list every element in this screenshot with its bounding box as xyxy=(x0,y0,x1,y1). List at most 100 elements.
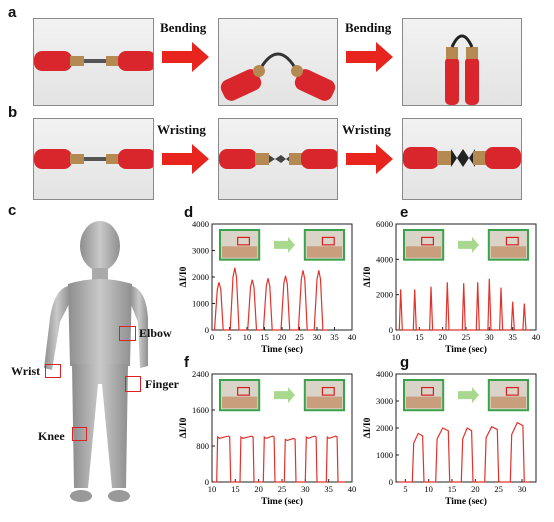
inset-photo-after xyxy=(303,379,346,412)
x-tick-label: 30 xyxy=(518,484,527,494)
x-tick-label: 10 xyxy=(392,332,401,342)
x-tick-label: 20 xyxy=(438,332,447,342)
elbow-label: Elbow xyxy=(139,326,172,340)
y-tick-label: 1000 xyxy=(376,450,393,460)
series-line xyxy=(398,421,529,483)
panel-a-photo-straight xyxy=(33,18,154,106)
x-tick-label: 10 xyxy=(424,484,433,494)
x-tick-label: 20 xyxy=(278,332,287,342)
x-tick-label: 25 xyxy=(462,332,471,342)
x-tick-label: 20 xyxy=(254,484,263,494)
x-tick-label: 15 xyxy=(415,332,424,342)
y-tick-label: 6000 xyxy=(376,219,393,229)
panel-a-label: a xyxy=(8,4,17,21)
y-tick-label: 3000 xyxy=(192,246,209,256)
y-tick-label: 0 xyxy=(205,325,209,335)
chart-f: 0 800 1600 2400 10 15 20 25 30 35 40 Time (sec) ΔI/I… xyxy=(179,369,357,507)
right-arrow-icon xyxy=(162,144,209,174)
y-tick-label: 1600 xyxy=(192,405,209,415)
clip-pair-twisted xyxy=(219,149,337,169)
y-tick-label: 4000 xyxy=(376,369,393,379)
inset-photo-after xyxy=(487,229,530,261)
y-tick-label: 2000 xyxy=(192,272,209,282)
x-tick-label: 20 xyxy=(471,484,480,494)
x-tick-label: 10 xyxy=(208,484,217,494)
y-tick-label: 1000 xyxy=(192,299,209,309)
step-label: Bending xyxy=(345,20,392,35)
panel-b-photo-twisted-more xyxy=(402,118,522,200)
wrist-marker xyxy=(45,364,61,378)
panel-c-label: c xyxy=(8,202,17,219)
inset-arrow-icon xyxy=(458,387,479,404)
x-tick-label: 40 xyxy=(348,484,357,494)
x-tick-label: 30 xyxy=(301,484,310,494)
right-arrow-icon xyxy=(346,144,393,174)
elbow-marker xyxy=(119,326,136,341)
panel-e-label: e xyxy=(400,204,409,221)
x-tick-label: 25 xyxy=(278,484,287,494)
clip-pair-straight xyxy=(34,51,153,71)
right-arrow-icon xyxy=(162,42,209,72)
x-tick-label: 15 xyxy=(448,484,457,494)
y-tick-label: 0 xyxy=(389,325,393,335)
inset-arrow-icon xyxy=(274,236,295,253)
series-line xyxy=(213,267,328,331)
panel-d-label: d xyxy=(184,204,194,221)
series-line xyxy=(214,435,345,483)
step-label: Wristing xyxy=(157,122,206,137)
y-axis-label: ΔI/I0 xyxy=(179,417,189,438)
x-tick-label: 40 xyxy=(348,332,357,342)
inset-arrow-icon xyxy=(274,387,295,404)
step-label: Bending xyxy=(160,20,207,35)
inset-arrow-icon xyxy=(458,236,479,253)
x-tick-label: 15 xyxy=(260,332,269,342)
clip-pair-folded xyxy=(445,34,479,105)
inset-photo-after xyxy=(303,229,346,261)
human-figure xyxy=(44,221,148,502)
x-axis-label: Time (sec) xyxy=(261,344,303,355)
knee-label: Knee xyxy=(38,429,65,443)
x-axis-label: Time (sec) xyxy=(445,344,487,355)
clip-pair-twisted-more xyxy=(403,147,521,169)
x-tick-label: 35 xyxy=(508,332,517,342)
finger-label: Finger xyxy=(145,377,179,391)
x-tick-label: 25 xyxy=(494,484,503,494)
knee-marker xyxy=(72,427,87,441)
chart-g: 0 1000 2000 3000 4000 5 10 15 20 25 30 Time (sec) ΔI… xyxy=(363,369,537,507)
inset-photo-after xyxy=(487,379,530,412)
x-tick-label: 10 xyxy=(243,332,252,342)
x-tick-label: 35 xyxy=(330,332,339,342)
panel-b-label: b xyxy=(8,104,18,121)
clip-pair-straight xyxy=(34,149,153,169)
x-tick-label: 25 xyxy=(295,332,304,342)
y-axis-label: ΔI/I0 xyxy=(363,417,373,438)
y-tick-label: 0 xyxy=(205,477,209,487)
finger-marker xyxy=(125,376,141,392)
x-tick-label: 5 xyxy=(403,484,407,494)
inset-photo-before xyxy=(219,379,261,412)
panel-a-photo-folded xyxy=(402,18,522,106)
x-axis-label: Time (sec) xyxy=(261,496,303,507)
inset-photo-before xyxy=(403,229,445,261)
x-axis-label: Time (sec) xyxy=(445,496,487,507)
series-line xyxy=(398,278,529,331)
panel-a-photo-bent xyxy=(218,18,338,106)
x-tick-label: 5 xyxy=(227,332,231,342)
y-tick-label: 4000 xyxy=(376,254,393,264)
panel-f-label: f xyxy=(184,354,189,371)
y-tick-label: 3000 xyxy=(376,396,393,406)
x-tick-label: 40 xyxy=(532,332,541,342)
x-tick-label: 30 xyxy=(313,332,322,342)
panel-b-photo-straight xyxy=(33,118,154,200)
inset-photo-before xyxy=(403,379,445,412)
y-tick-label: 0 xyxy=(389,477,393,487)
panel-b-photo-twisted xyxy=(218,118,338,200)
right-arrow-icon xyxy=(346,42,393,72)
y-axis-label: ΔI/I0 xyxy=(363,266,373,287)
x-tick-label: 30 xyxy=(485,332,494,342)
step-label: Wristing xyxy=(342,122,391,137)
inset-photo-before xyxy=(219,229,261,261)
x-tick-label: 35 xyxy=(324,484,333,494)
wrist-label: Wrist xyxy=(11,364,41,378)
y-tick-label: 2000 xyxy=(376,290,393,300)
